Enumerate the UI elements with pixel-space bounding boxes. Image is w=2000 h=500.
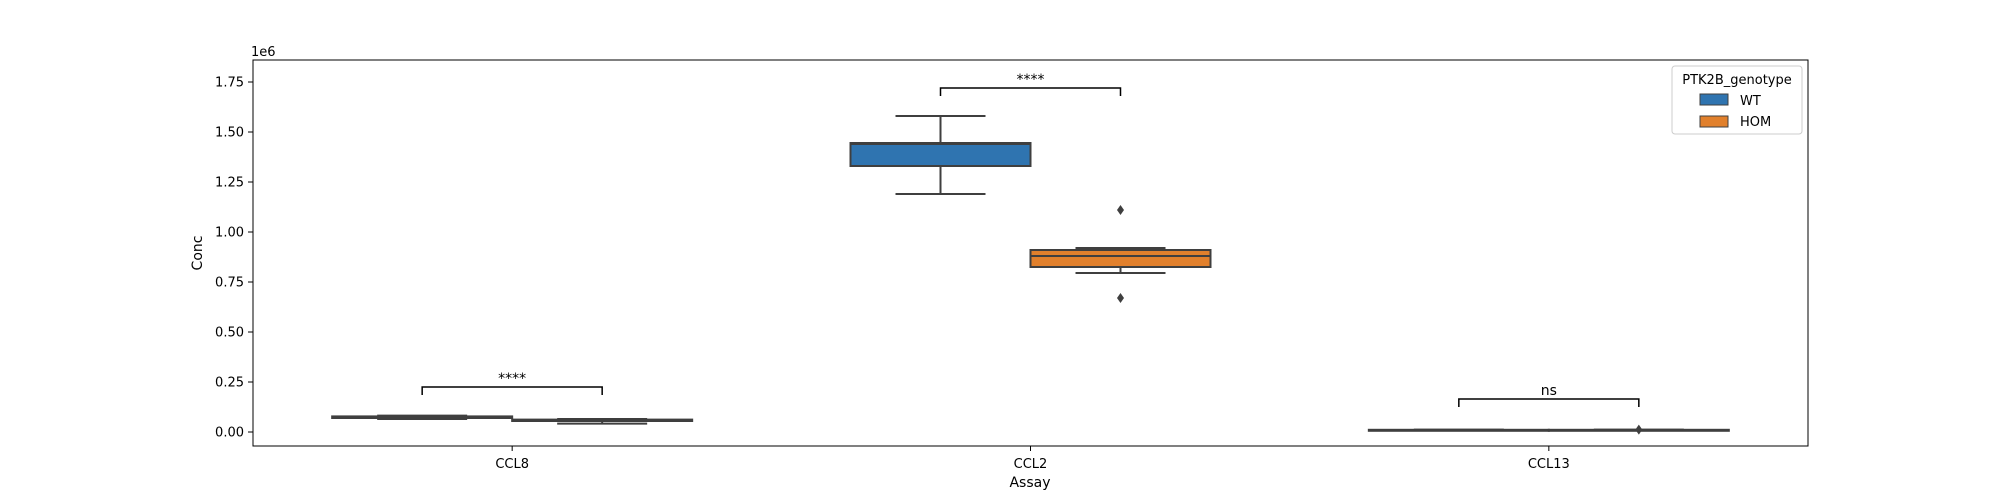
legend-swatch-wt (1699, 93, 1729, 106)
y-tick-label: 0.25 (215, 376, 244, 391)
box-wt-ccl13 (1367, 428, 1550, 432)
box-wt-ccl2 (849, 115, 1032, 195)
box-iqr (1029, 249, 1212, 268)
x-tick-label: CCL2 (1014, 457, 1048, 472)
box-hom-ccl8 (511, 418, 694, 425)
outlier-point (1117, 205, 1124, 215)
x-axis-label: Assay (1009, 475, 1050, 491)
box-hom-ccl13 (1547, 424, 1730, 435)
significance-label: **** (1017, 72, 1045, 88)
y-axis: 0.00 0.25 0.50 0.75 1.00 1.25 1.50 1.75 (215, 76, 253, 441)
significance-bracket (421, 386, 603, 395)
significance-ccl8: **** (421, 371, 603, 395)
x-tick-label: CCL13 (1528, 457, 1570, 472)
y-tick-label: 0.00 (215, 426, 244, 441)
y-tick-label: 1.75 (215, 76, 244, 91)
legend-title: PTK2B_genotype (1682, 73, 1791, 88)
y-offset-text: 1e6 (251, 45, 276, 60)
y-tick-label: 0.75 (215, 276, 244, 291)
legend: PTK2B_genotype WT HOM (1671, 65, 1803, 135)
significance-label: ns (1541, 383, 1557, 399)
annotations-layer: **** **** ns (421, 72, 1640, 407)
y-tick-label: 0.50 (215, 326, 244, 341)
outlier-point (1635, 424, 1643, 435)
significance-bracket (939, 87, 1122, 96)
outlier-point (1117, 293, 1124, 303)
x-axis: CCL8 CCL2 CCL13 (495, 446, 1570, 472)
y-tick-label: 1.00 (215, 226, 244, 241)
legend-label-wt: WT (1740, 94, 1761, 109)
significance-ccl13: ns (1458, 383, 1640, 407)
y-tick-label: 1.25 (215, 176, 244, 191)
box-wt-ccl8 (331, 414, 514, 420)
significance-ccl2: **** (939, 72, 1122, 96)
y-tick-label: 1.50 (215, 126, 244, 141)
legend-swatch-hom (1699, 115, 1729, 128)
x-tick-label: CCL8 (495, 457, 529, 472)
boxes-layer (331, 115, 1730, 435)
significance-bracket (1458, 398, 1640, 407)
y-axis-label: Conc (190, 236, 206, 271)
significance-label: **** (498, 371, 526, 387)
box-iqr (849, 142, 1032, 167)
box-hom-ccl2 (1029, 205, 1212, 303)
legend-label-hom: HOM (1740, 115, 1771, 130)
